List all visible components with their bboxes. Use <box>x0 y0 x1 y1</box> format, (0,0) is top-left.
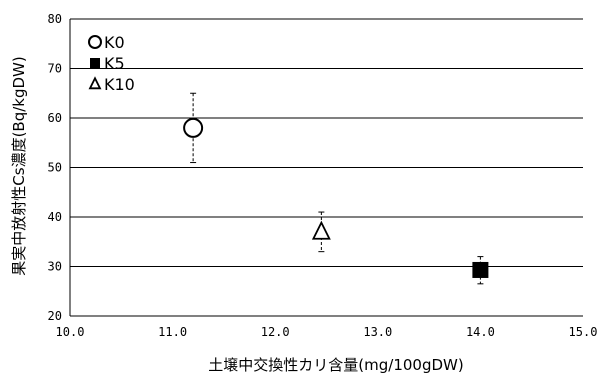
x-tick-label: 12.0 <box>261 325 290 339</box>
data-point-k5 <box>472 261 489 278</box>
x-tick-label: 15.0 <box>569 325 598 339</box>
data-point-k10 <box>311 220 331 240</box>
x-tick-label: 13.0 <box>363 325 392 339</box>
data-point-k0 <box>183 117 204 138</box>
y-tick-label: 70 <box>48 62 62 76</box>
data-points <box>183 92 489 285</box>
y-tick-label: 20 <box>48 309 62 323</box>
y-tick-label: 30 <box>48 260 62 274</box>
legend: K0 K5 K10 <box>88 33 135 94</box>
legend-label-k0: K0 <box>104 33 125 52</box>
y-axis-label: 果実中放射性Cs濃度(Bq/kgDW) <box>10 56 28 275</box>
legend-label-k5: K5 <box>104 54 125 73</box>
tick-labels: 20 30 40 50 60 70 80 10.0 11.0 12.0 13.0 14.0 15.0 <box>48 12 598 339</box>
legend-marker-k0 <box>88 35 102 49</box>
legend-label-k10: K10 <box>104 75 135 94</box>
x-axis-label: 土壌中交換性カリ含量(mg/100gDW) <box>208 356 463 374</box>
x-tick-label: 10.0 <box>56 325 85 339</box>
x-tick-label: 11.0 <box>158 325 187 339</box>
x-tick-label: 14.0 <box>466 325 495 339</box>
y-tick-label: 80 <box>48 12 62 26</box>
grid-lines <box>70 18 583 267</box>
axes <box>69 19 583 317</box>
y-tick-label: 40 <box>48 210 62 224</box>
legend-marker-k10 <box>88 76 102 90</box>
y-tick-label: 50 <box>48 161 62 175</box>
y-tick-label: 60 <box>48 111 62 125</box>
legend-marker-k5 <box>90 58 100 68</box>
